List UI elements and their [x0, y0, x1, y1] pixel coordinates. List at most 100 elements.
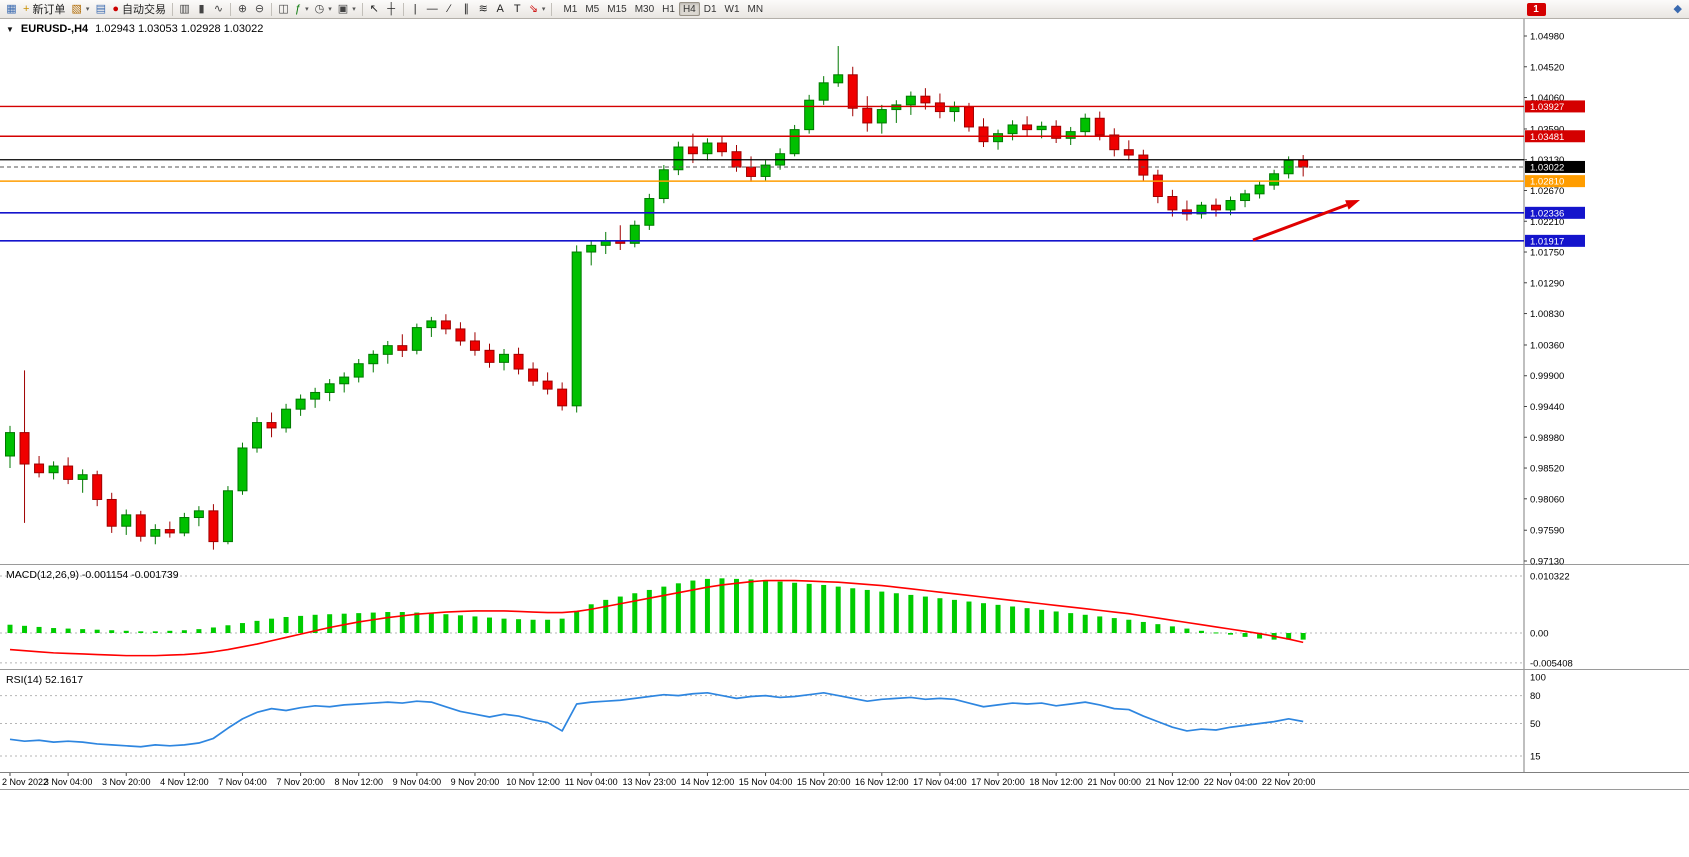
macd-bar	[36, 626, 42, 633]
macd-bar	[399, 612, 405, 633]
cursor-button[interactable]: ↖	[366, 1, 383, 17]
equidistant-channel-button[interactable]: ∥	[458, 1, 475, 17]
trend-arrow-annotation[interactable]	[1252, 203, 1348, 242]
text-button[interactable]: A	[492, 1, 509, 17]
toolbar-separator	[361, 2, 363, 16]
chart-profiles-button[interactable]: ▧ ▾	[68, 1, 92, 17]
macd-bar	[763, 580, 769, 633]
market-watch-button[interactable]: ▤	[92, 1, 109, 17]
chart-canvas[interactable]: 1.04980 1.04520 1.04060 1.03590 1.03130 1.026…	[0, 19, 1689, 857]
timeframe-h4-button[interactable]: H4	[678, 2, 700, 16]
price-tick: 1.00830	[1530, 309, 1564, 320]
tile-windows-button[interactable]: ◫	[275, 1, 292, 17]
window-icon[interactable]: ◆	[1673, 2, 1682, 15]
price-line-label-box	[1525, 160, 1585, 173]
text-label-button[interactable]: T	[509, 1, 526, 17]
candle-down	[963, 106, 974, 128]
macd-bar	[1169, 626, 1175, 633]
fibonacci-button[interactable]: ≋	[475, 1, 492, 17]
bar-chart-button[interactable]: ▥	[176, 1, 193, 17]
vertical-line-button[interactable]: |	[407, 1, 424, 17]
macd-bar	[690, 580, 696, 633]
candle-down	[687, 146, 698, 155]
price-tick: 1.04060	[1530, 93, 1564, 104]
candlestick-chart-button[interactable]: ▮	[193, 1, 210, 17]
candle-up	[673, 146, 684, 171]
templates-dropdown-caret[interactable]: ▾	[352, 6, 356, 13]
timeframe-w1-button[interactable]: W1	[721, 2, 744, 16]
timeframe-m5-button[interactable]: M5	[581, 2, 603, 16]
arrows-dropdown-caret[interactable]: ▾	[541, 6, 546, 13]
price-tick: 0.98060	[1530, 494, 1564, 505]
chart-background	[0, 19, 1689, 857]
periods-dropdown-caret[interactable]: ▾	[328, 6, 332, 13]
autotrading-button[interactable]: ● 自动交易	[109, 1, 169, 17]
macd-bar	[225, 625, 231, 633]
candle-up	[1240, 193, 1251, 202]
indicators-dropdown-caret[interactable]: ▾	[305, 6, 309, 13]
macd-bar	[123, 630, 129, 633]
macd-bar	[675, 583, 681, 633]
timeframe-h1-button[interactable]: H1	[658, 2, 679, 16]
candle-down	[513, 353, 524, 370]
candle-up	[1269, 173, 1280, 186]
crosshair-button[interactable]: ┼	[383, 1, 400, 17]
candle-up	[353, 363, 364, 378]
line-chart-button[interactable]: ∿	[210, 1, 227, 17]
periods-button[interactable]: ◷ ▾	[312, 1, 335, 17]
macd-bar	[545, 619, 551, 633]
time-label: 21 Nov 12:00	[1146, 777, 1200, 787]
new-order-button[interactable]: + 新订单	[20, 1, 68, 17]
timeframe-mn-button[interactable]: MN	[744, 2, 768, 16]
new-chart-button[interactable]: ▦	[3, 1, 20, 17]
time-label: 16 Nov 12:00	[855, 777, 909, 787]
macd-panel: 0.010322 0.00 -0.005408 MACD(12,26,9) -0.00…	[0, 569, 1573, 669]
trendline-button[interactable]: ∕	[441, 1, 458, 17]
macd-bar	[777, 581, 783, 633]
time-label: 22 Nov 04:00	[1204, 777, 1258, 787]
candle-down	[164, 529, 175, 534]
macd-bar	[937, 598, 943, 633]
arrows-button[interactable]: ⇘ ▾	[526, 1, 549, 17]
rsi-label: RSI(14) 52.1617	[6, 674, 83, 686]
timeframe-m15-button[interactable]: M15	[603, 2, 630, 16]
candle-down	[469, 340, 480, 351]
candle-down	[557, 388, 568, 407]
horizontal-line-button[interactable]: ―	[424, 1, 441, 17]
candle-down	[19, 432, 30, 465]
notification-badge[interactable]: 1	[1526, 2, 1546, 16]
macd-bar	[981, 603, 987, 633]
macd-bar	[1010, 606, 1016, 633]
candle-up	[571, 251, 582, 407]
time-label: 7 Nov 04:00	[218, 777, 267, 787]
macd-bar	[719, 578, 725, 633]
macd-bar	[414, 612, 420, 633]
time-label: 3 Nov 20:00	[102, 777, 151, 787]
price-tick: 1.03590	[1530, 124, 1564, 135]
candle-down	[716, 142, 727, 153]
timeframe-m30-button[interactable]: M30	[631, 2, 658, 16]
candle-down	[92, 474, 103, 500]
templates-button[interactable]: ▣ ▾	[335, 1, 359, 17]
zoom-out-button[interactable]: ⊖	[251, 1, 268, 17]
zoom-in-icon: ⊕	[237, 2, 248, 15]
macd-bar	[51, 628, 57, 633]
chart-profiles-dropdown-caret[interactable]: ▾	[85, 6, 90, 13]
candle-up	[891, 104, 902, 111]
line-chart-icon: ∿	[213, 2, 224, 15]
timeframe-m1-button[interactable]: M1	[559, 2, 581, 16]
zoom-in-button[interactable]: ⊕	[234, 1, 251, 17]
candle-up	[644, 198, 655, 226]
timeframe-d1-button[interactable]: D1	[700, 2, 721, 16]
new-chart-icon: ▦	[6, 2, 17, 15]
indicators-button[interactable]: ƒ ▾	[292, 1, 312, 17]
candle-up	[993, 133, 1004, 143]
macd-bar	[196, 629, 202, 633]
time-label: 9 Nov 04:00	[393, 777, 442, 787]
candle-up	[310, 391, 321, 400]
macd-bar	[1300, 633, 1306, 640]
time-label: 3 Nov 04:00	[44, 777, 93, 787]
time-label: 18 Nov 12:00	[1029, 777, 1083, 787]
timeframe-group: M1 M5 M15 M30 H1 H4 D1 W1 MN	[559, 2, 767, 16]
